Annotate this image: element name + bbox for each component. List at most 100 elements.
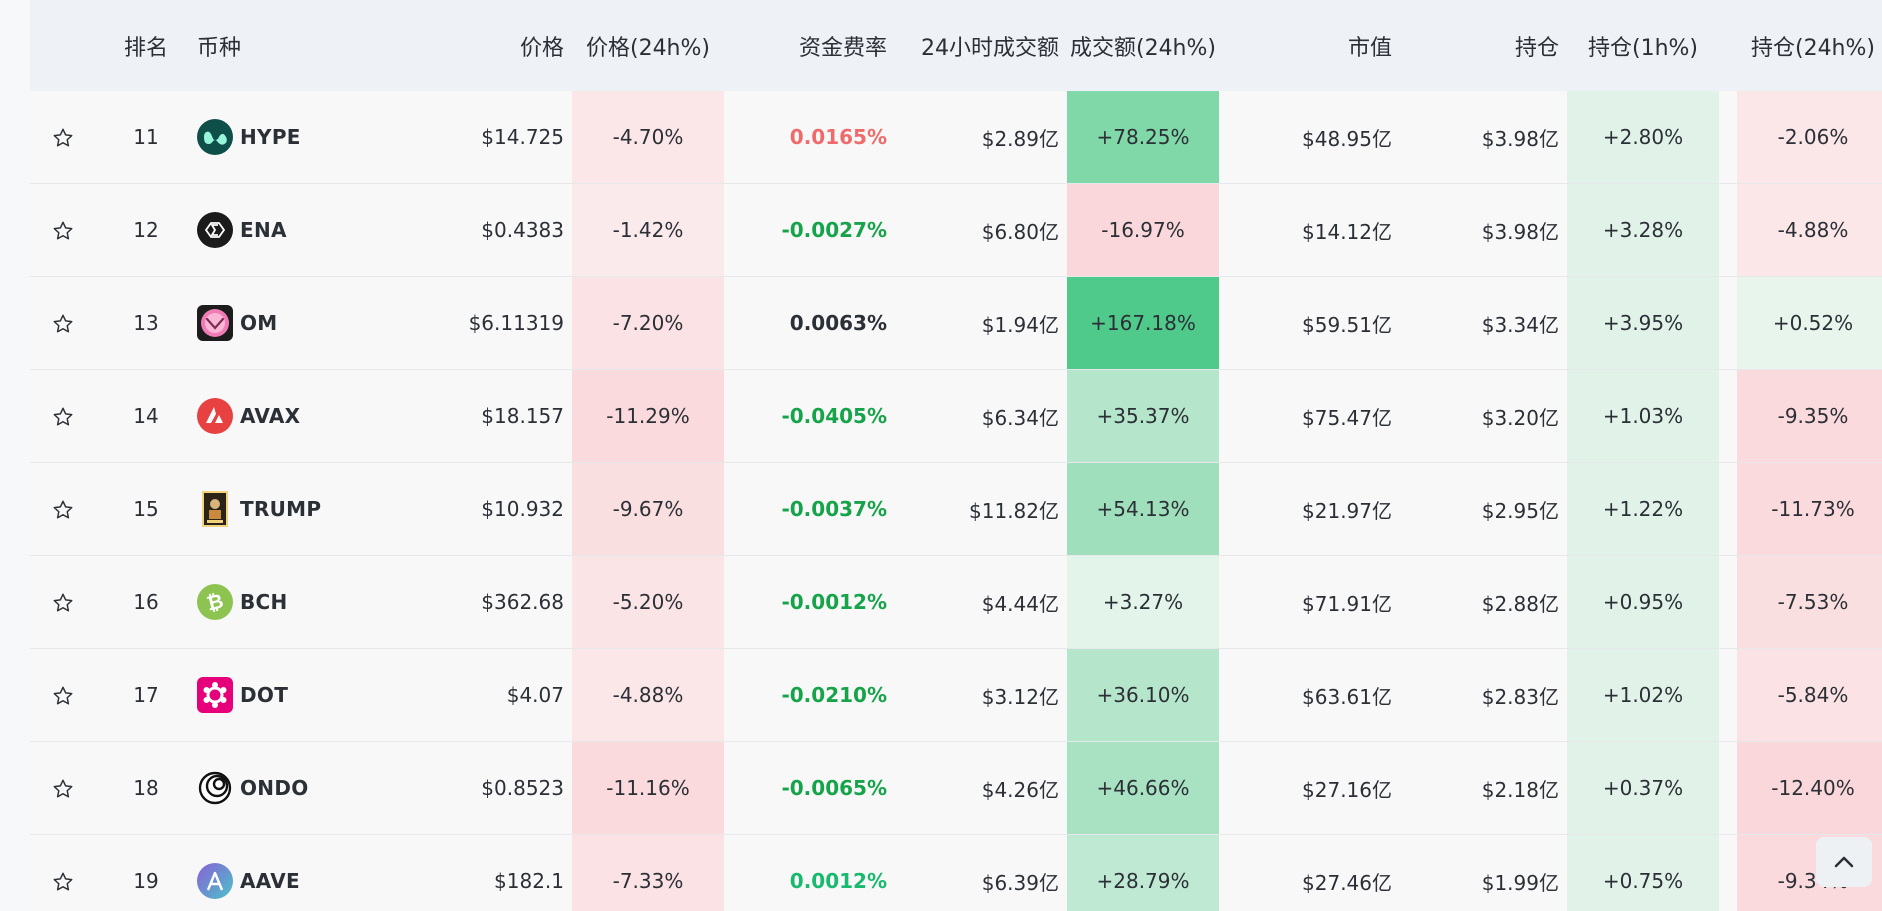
gap-cell xyxy=(1719,91,1737,184)
oi-24h-cell: -11.73% xyxy=(1737,462,1882,556)
market-cap-cell: $21.97亿 xyxy=(1219,462,1400,556)
rank-cell: 12 xyxy=(96,183,196,277)
coin-symbol: ENA xyxy=(240,218,287,242)
table-row[interactable]: 19 AAVE $182.1 -7.33% 0.0012% $6.39亿 +28.79% $2… xyxy=(30,834,1882,911)
gap-cell xyxy=(1719,834,1737,911)
funding-rate-cell: -0.0027% xyxy=(724,183,895,277)
volume-cell: $2.89亿 xyxy=(895,91,1067,184)
volume-cell: $11.82亿 xyxy=(895,462,1067,556)
coin-cell[interactable]: DOT xyxy=(196,648,388,742)
favorite-star-button[interactable] xyxy=(30,369,96,463)
gap-cell xyxy=(1719,369,1737,463)
ondo-logo-icon xyxy=(197,770,233,806)
favorite-star-button[interactable] xyxy=(30,276,96,370)
funding-rate-value: -0.0210% xyxy=(781,683,887,707)
coin-cell[interactable]: AVAX xyxy=(196,369,388,463)
favorite-star-button[interactable] xyxy=(30,183,96,277)
trump-logo-icon xyxy=(197,491,233,527)
header-coin[interactable]: 币种 xyxy=(196,0,388,91)
favorite-star-button[interactable] xyxy=(30,648,96,742)
funding-rate-cell: -0.0210% xyxy=(724,648,895,742)
open-interest-cell: $3.20亿 xyxy=(1400,369,1567,463)
funding-rate-value: 0.0012% xyxy=(789,869,887,893)
header-rank[interactable]: 排名 xyxy=(96,0,196,91)
market-cap-cell: $71.91亿 xyxy=(1219,555,1400,649)
coin-cell[interactable]: ENA xyxy=(196,183,388,277)
coin-cell[interactable]: HYPE xyxy=(196,91,388,184)
coin-symbol: BCH xyxy=(240,590,288,614)
coin-symbol: AAVE xyxy=(240,869,300,893)
oi-1h-cell: +1.22% xyxy=(1567,462,1719,556)
price-change-cell: -7.20% xyxy=(572,276,724,370)
header-price[interactable]: 价格 xyxy=(388,0,572,91)
table-row[interactable]: 15 TRUMP $10.932 -9.67% -0.0037% $11.82亿 +54.1… xyxy=(30,462,1882,556)
favorite-star-button[interactable] xyxy=(30,741,96,835)
open-interest-cell: $2.88亿 xyxy=(1400,555,1567,649)
coin-cell[interactable]: AAVE xyxy=(196,834,388,911)
header-volume[interactable]: 24小时成交额 xyxy=(895,0,1067,91)
table-row[interactable]: 17 DOT $4.07 -4.88% -0.0210% $3.12亿 +36.10% $63… xyxy=(30,648,1882,742)
gap-cell xyxy=(1719,555,1737,649)
rank-cell: 19 xyxy=(96,834,196,911)
coin-cell[interactable]: OM xyxy=(196,276,388,370)
table-row[interactable]: 12 ENA $0.4383 -1.42% -0.0027% $6.80亿 -16.97% $… xyxy=(30,183,1882,277)
oi-1h-cell: +0.37% xyxy=(1567,741,1719,835)
coin-symbol: OM xyxy=(240,311,278,335)
price-cell: $182.1 xyxy=(388,834,572,911)
rank-cell: 18 xyxy=(96,741,196,835)
header-price-change[interactable]: 价格(24h%) xyxy=(572,0,724,91)
funding-rate-cell: -0.0037% xyxy=(724,462,895,556)
header-market-cap[interactable]: 市值 xyxy=(1219,0,1400,91)
price-change-cell: -4.70% xyxy=(572,91,724,184)
header-funding-rate[interactable]: 资金费率 xyxy=(724,0,895,91)
volume-change-cell: +46.66% xyxy=(1067,741,1219,835)
volume-change-cell: +28.79% xyxy=(1067,834,1219,911)
rank-cell: 15 xyxy=(96,462,196,556)
price-change-cell: -9.67% xyxy=(572,462,724,556)
table-row[interactable]: 16 ₿ BCH $362.68 -5.20% -0.0012% $4.44亿 +3.27% $… xyxy=(30,555,1882,649)
volume-cell: $6.34亿 xyxy=(895,369,1067,463)
funding-rate-cell: 0.0063% xyxy=(724,276,895,370)
market-cap-cell: $59.51亿 xyxy=(1219,276,1400,370)
table-row[interactable]: 14 AVAX $18.157 -11.29% -0.0405% $6.34亿 +35.37… xyxy=(30,369,1882,463)
coin-symbol: HYPE xyxy=(240,125,301,149)
oi-24h-cell: -9.34% xyxy=(1737,834,1882,911)
oi-1h-cell: +3.95% xyxy=(1567,276,1719,370)
volume-cell: $3.12亿 xyxy=(895,648,1067,742)
coin-cell[interactable]: TRUMP xyxy=(196,462,388,556)
header-oi-1h[interactable]: 持仓(1h%) xyxy=(1567,0,1719,91)
table-row[interactable]: 11 HYPE $14.725 -4.70% 0.0165% $2.89亿 +78.25% $… xyxy=(30,91,1882,184)
price-change-cell: -11.29% xyxy=(572,369,724,463)
favorite-star-button[interactable] xyxy=(30,462,96,556)
volume-change-cell: +78.25% xyxy=(1067,91,1219,184)
coin-cell[interactable]: ONDO xyxy=(196,741,388,835)
favorite-star-button[interactable] xyxy=(30,834,96,911)
oi-1h-cell: +1.03% xyxy=(1567,369,1719,463)
price-cell: $6.11319 xyxy=(388,276,572,370)
header-oi-24h[interactable]: 持仓(24h%) xyxy=(1737,0,1882,91)
volume-change-cell: +36.10% xyxy=(1067,648,1219,742)
back-to-top-button[interactable] xyxy=(1816,837,1872,887)
table-row[interactable]: 13 OM $6.11319 -7.20% 0.0063% $1.94亿 +167.18% $… xyxy=(30,276,1882,370)
header-gap xyxy=(1719,0,1737,91)
header-volume-change[interactable]: 成交额(24h%) xyxy=(1067,0,1219,91)
price-cell: $18.157 xyxy=(388,369,572,463)
price-cell: $10.932 xyxy=(388,462,572,556)
oi-1h-cell: +1.02% xyxy=(1567,648,1719,742)
price-cell: $362.68 xyxy=(388,555,572,649)
table-row[interactable]: 18 ONDO $0.8523 -11.16% -0.0065% $4.26亿 +46.66… xyxy=(30,741,1882,835)
oi-24h-cell: -12.40% xyxy=(1737,741,1882,835)
favorite-star-button[interactable] xyxy=(30,91,96,184)
funding-rate-cell: 0.0165% xyxy=(724,91,895,184)
price-cell: $14.725 xyxy=(388,91,572,184)
star-outline-icon xyxy=(53,407,73,426)
volume-cell: $6.80亿 xyxy=(895,183,1067,277)
market-table-container: 排名 币种 价格 价格(24h%) 资金费率 24小时成交额 成交额(24h%)… xyxy=(30,0,1882,911)
favorite-star-button[interactable] xyxy=(30,555,96,649)
star-outline-icon xyxy=(53,872,73,891)
gap-cell xyxy=(1719,183,1737,277)
coin-cell[interactable]: ₿ BCH xyxy=(196,555,388,649)
rank-cell: 17 xyxy=(96,648,196,742)
oi-24h-cell: -7.53% xyxy=(1737,555,1882,649)
header-open-interest[interactable]: 持仓 xyxy=(1400,0,1567,91)
